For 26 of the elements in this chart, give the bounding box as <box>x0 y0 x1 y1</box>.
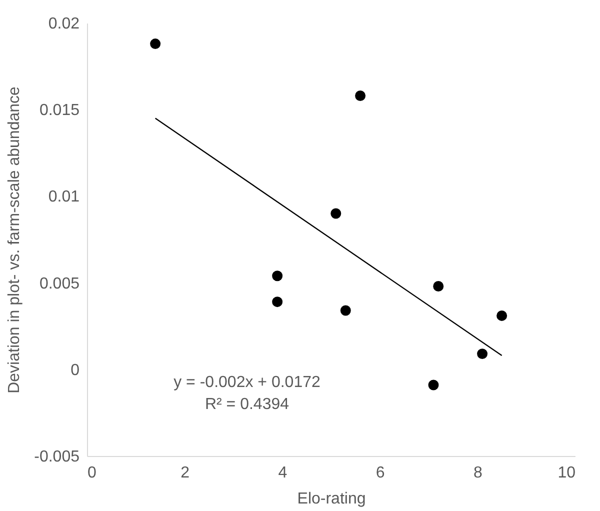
x-tick-label: 8 <box>473 464 482 482</box>
point <box>355 90 366 101</box>
x-tick-label: 0 <box>88 464 96 482</box>
x-tick-label: 4 <box>278 464 288 482</box>
x-axis-title: Elo-rating <box>297 490 366 508</box>
point <box>272 270 283 282</box>
point <box>150 38 161 50</box>
y-tick-label: 0.015 <box>39 102 80 120</box>
point <box>272 296 283 308</box>
annotation: y = -0.002x + 0.0172 <box>174 374 320 391</box>
x-tick-label: 2 <box>180 464 190 482</box>
point <box>477 348 488 360</box>
point <box>330 208 342 219</box>
x-tick-label: 6 <box>376 464 385 482</box>
point <box>496 310 508 321</box>
y-axis-title: Deviation in plot- vs. farm-scale abundance <box>6 86 24 394</box>
x-tick-label: 10 <box>558 464 576 482</box>
y-tick-label: 0.02 <box>48 16 80 32</box>
y-tick-label: 0.01 <box>48 188 80 206</box>
point <box>433 281 444 292</box>
y-tick-label: 0 <box>70 362 80 379</box>
y-tick-label: 0.005 <box>39 275 80 292</box>
annotation: R² = 0.4394 <box>204 396 290 413</box>
y-tick-label: -0.005 <box>34 448 80 466</box>
point <box>340 305 351 316</box>
point <box>428 380 439 390</box>
